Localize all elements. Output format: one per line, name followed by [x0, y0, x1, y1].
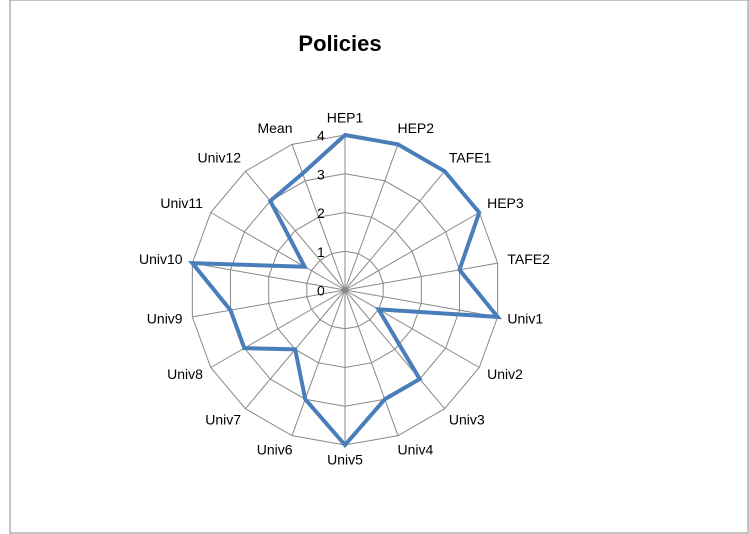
r-tick-label: 0 [317, 283, 325, 299]
spoke [344, 289, 399, 436]
category-label: Univ7 [205, 412, 241, 428]
category-label: Univ9 [147, 310, 183, 326]
spoke [344, 262, 498, 291]
r-tick-label: 1 [317, 244, 325, 260]
category-label: Univ8 [167, 366, 203, 382]
spoke [291, 144, 346, 291]
r-tick-label: 4 [317, 128, 325, 144]
category-label: Univ12 [197, 150, 241, 166]
spoke [344, 289, 446, 410]
spoke [344, 212, 480, 291]
category-label: Univ6 [257, 441, 293, 457]
spoke [344, 289, 498, 318]
spoke [192, 262, 346, 291]
r-tick-label: 3 [317, 166, 325, 182]
category-label: Univ3 [449, 412, 485, 428]
r-tick-label: 2 [317, 205, 325, 221]
spoke [344, 170, 446, 291]
category-label: Univ1 [507, 310, 543, 326]
category-label: Univ4 [397, 441, 433, 457]
category-label: TAFE1 [449, 150, 492, 166]
spoke [192, 289, 346, 318]
category-label: Mean [257, 120, 292, 136]
spoke [210, 289, 346, 368]
category-label: Univ10 [139, 251, 183, 267]
spoke [291, 289, 346, 436]
spoke [344, 144, 399, 291]
category-label: Univ11 [160, 195, 203, 211]
category-label: HEP3 [487, 195, 524, 211]
chart-border [9, 0, 749, 534]
category-label: Univ2 [487, 366, 523, 382]
category-label: HEP1 [327, 110, 364, 126]
category-label: HEP2 [397, 120, 434, 136]
spoke [210, 212, 346, 291]
category-label: TAFE2 [507, 251, 550, 267]
radar-line [188, 132, 503, 449]
chart-title: Policies [298, 31, 381, 56]
spoke [344, 289, 480, 368]
spoke [244, 170, 346, 291]
category-label: Univ5 [327, 452, 363, 468]
